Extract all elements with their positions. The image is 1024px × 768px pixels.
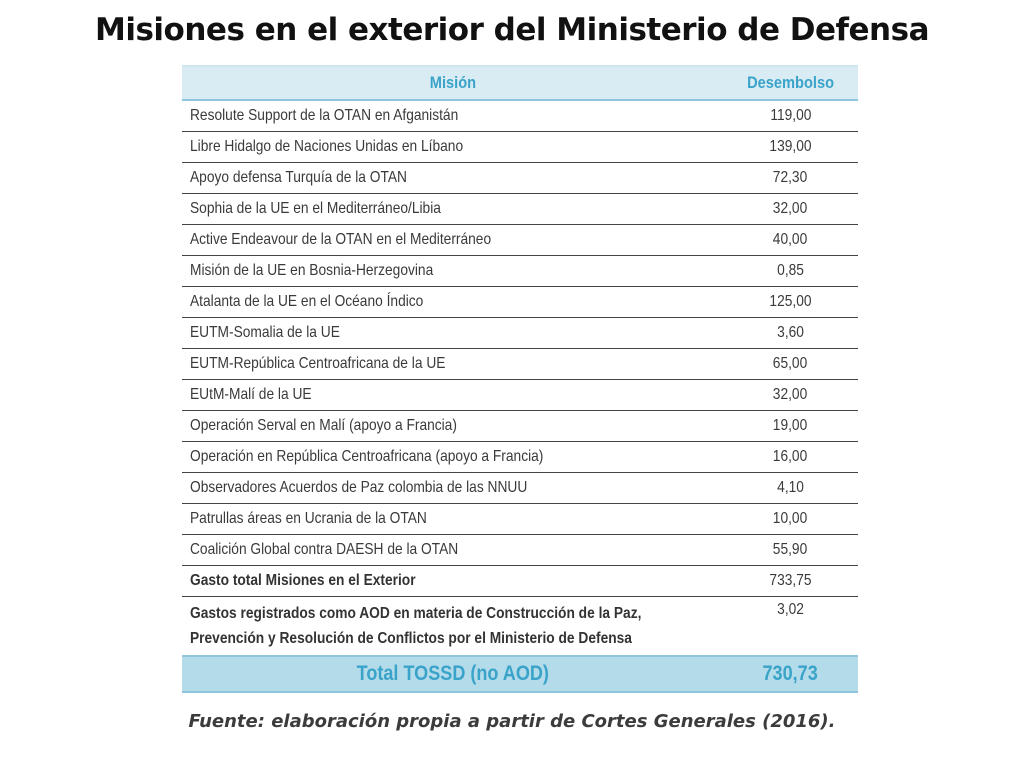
mision-cell: Operación en República Centroafricana (a… [182,441,723,473]
table-row: Misión de la UE en Bosnia-Herzegovina 0,8… [182,255,858,287]
header-mision: Misión [182,65,723,101]
mision-cell: EUTM-Somalia de la UE [182,317,723,349]
desembolso-cell: 119,00 [722,100,858,132]
mision-cell: Operación Serval en Malí (apoyo a Franci… [182,410,723,442]
table-row: Apoyo defensa Turquía de la OTAN 72,30 [182,162,858,194]
aod-label-line1: Gastos registrados como AOD en materia d… [190,605,642,622]
mision-cell: Patrullas áreas en Ucrania de la OTAN [182,503,723,535]
desembolso-cell: 10,00 [722,503,858,535]
mision-cell: Sophia de la UE en el Mediterráneo/Libia [182,193,723,225]
aod-row: Gastos registrados como AOD en materia d… [182,596,858,657]
total-tossd-label: Total TOSSD (no AOD) [182,656,723,693]
table-row: Operación en República Centroafricana (a… [182,441,858,473]
total-tossd-value: 730,73 [722,656,858,693]
desembolso-cell: 32,00 [722,379,858,411]
table-row: EUTM-Somalia de la UE 3,60 [182,317,858,349]
desembolso-cell: 19,00 [722,410,858,442]
mision-cell: Libre Hidalgo de Naciones Unidas en Líba… [182,131,723,163]
table-header-row: Misión Desembolso [182,65,858,101]
table-row: Atalanta de la UE en el Océano Índico 125… [182,286,858,318]
missions-table-container: Misión Desembolso Resolute Support de la… [182,65,858,693]
mision-cell: Misión de la UE en Bosnia-Herzegovina [182,255,723,287]
desembolso-cell: 55,90 [722,534,858,566]
mision-cell: Coalición Global contra DAESH de la OTAN [182,534,723,566]
aod-value: 3,02 [722,596,858,657]
gasto-total-label: Gasto total Misiones en el Exterior [182,565,723,597]
desembolso-cell: 65,00 [722,348,858,380]
desembolso-cell: 40,00 [722,224,858,256]
mision-cell: EUTM-República Centroafricana de la UE [182,348,723,380]
desembolso-cell: 125,00 [722,286,858,318]
aod-label-line2: Prevención y Resolución de Conflictos po… [190,630,632,647]
table-row: Coalición Global contra DAESH de la OTAN… [182,534,858,566]
mision-cell: Atalanta de la UE en el Océano Índico [182,286,723,318]
table-body: Resolute Support de la OTAN en Afganistá… [182,100,858,566]
mision-cell: Active Endeavour de la OTAN en el Medite… [182,224,723,256]
source-note: Fuente: elaboración propia a partir de C… [188,711,836,732]
desembolso-cell: 16,00 [722,441,858,473]
desembolso-cell: 4,10 [722,472,858,504]
table-row: Resolute Support de la OTAN en Afganistá… [182,100,858,132]
table-row: Operación Serval en Malí (apoyo a Franci… [182,410,858,442]
missions-table: Misión Desembolso Resolute Support de la… [182,65,858,693]
page-title: Misiones en el exterior del Ministerio d… [95,12,930,48]
gasto-total-value: 733,75 [722,565,858,597]
desembolso-cell: 139,00 [722,131,858,163]
total-tossd-row: Total TOSSD (no AOD) 730,73 [182,656,858,693]
mision-cell: Apoyo defensa Turquía de la OTAN [182,162,723,194]
aod-label: Gastos registrados como AOD en materia d… [182,596,723,657]
table-row: EUTM-República Centroafricana de la UE 65… [182,348,858,380]
desembolso-cell: 32,00 [722,193,858,225]
desembolso-cell: 3,60 [722,317,858,349]
desembolso-cell: 0,85 [722,255,858,287]
header-desembolso: Desembolso [722,65,858,101]
table-row: Libre Hidalgo de Naciones Unidas en Líba… [182,131,858,163]
table-row: Active Endeavour de la OTAN en el Medite… [182,224,858,256]
mision-cell: EUtM-Malí de la UE [182,379,723,411]
table-row: Observadores Acuerdos de Paz colombia de… [182,472,858,504]
table-row: EUtM-Malí de la UE 32,00 [182,379,858,411]
mision-cell: Resolute Support de la OTAN en Afganistá… [182,100,723,132]
mision-cell: Observadores Acuerdos de Paz colombia de… [182,472,723,504]
gasto-total-row: Gasto total Misiones en el Exterior 733,… [182,565,858,597]
table-row: Sophia de la UE en el Mediterráneo/Libia… [182,193,858,225]
table-row: Patrullas áreas en Ucrania de la OTAN 10,… [182,503,858,535]
desembolso-cell: 72,30 [722,162,858,194]
